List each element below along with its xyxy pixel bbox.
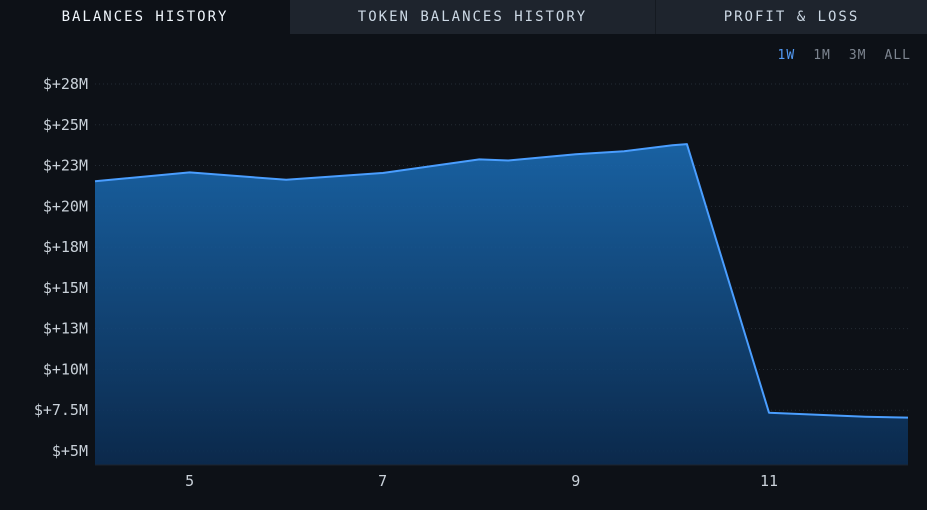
x-axis-tick-label: 5: [185, 472, 194, 490]
y-axis-tick-label: $+5M: [52, 442, 88, 460]
y-axis-tick-label: $+7.5M: [34, 401, 88, 419]
balances-area-chart: $+28M $+25M $+23M $+20M $+18M $+15M $+13M $+10M…: [34, 75, 909, 490]
x-axis-tick-label: 9: [571, 472, 580, 490]
tab-balances-history[interactable]: BALANCES HISTORY: [0, 0, 290, 34]
y-axis-tick-label: $+28M: [43, 75, 88, 93]
y-axis-tick-label: $+13M: [43, 320, 88, 338]
area-fill: [95, 144, 908, 465]
tab-token-balances-history[interactable]: TOKEN BALANCES HISTORY: [290, 0, 655, 34]
series-line: [94, 143, 909, 419]
range-option-all[interactable]: ALL: [884, 48, 911, 63]
inactive-tabs-strip: TOKEN BALANCES HISTORY PROFIT & LOSS: [290, 0, 927, 34]
x-axis-tick-label: 7: [378, 472, 387, 490]
tab-profit-and-loss[interactable]: PROFIT & LOSS: [655, 0, 927, 34]
x-axis-tick-label: 11: [760, 472, 778, 490]
tab-bar: BALANCES HISTORY TOKEN BALANCES HISTORY …: [0, 0, 927, 34]
tab-balances-history-label: BALANCES HISTORY: [61, 9, 229, 25]
tab-profit-and-loss-label: PROFIT & LOSS: [723, 9, 860, 25]
y-axis-tick-label: $+10M: [43, 360, 88, 378]
tab-token-balances-history-label: TOKEN BALANCES HISTORY: [357, 9, 588, 25]
y-axis-tick-label: $+15M: [43, 279, 88, 297]
range-option-1w[interactable]: 1W: [777, 48, 796, 63]
y-axis-tick-label: $+25M: [43, 116, 88, 134]
y-axis-tick-label: $+18M: [43, 238, 88, 256]
range-option-3m[interactable]: 3M: [848, 48, 867, 63]
range-option-1m[interactable]: 1M: [813, 48, 831, 63]
y-axis-tick-label: $+20M: [43, 197, 88, 215]
y-axis-tick-label: $+23M: [43, 157, 88, 175]
time-range-selector: 1W 1M 3M ALL: [778, 48, 911, 63]
